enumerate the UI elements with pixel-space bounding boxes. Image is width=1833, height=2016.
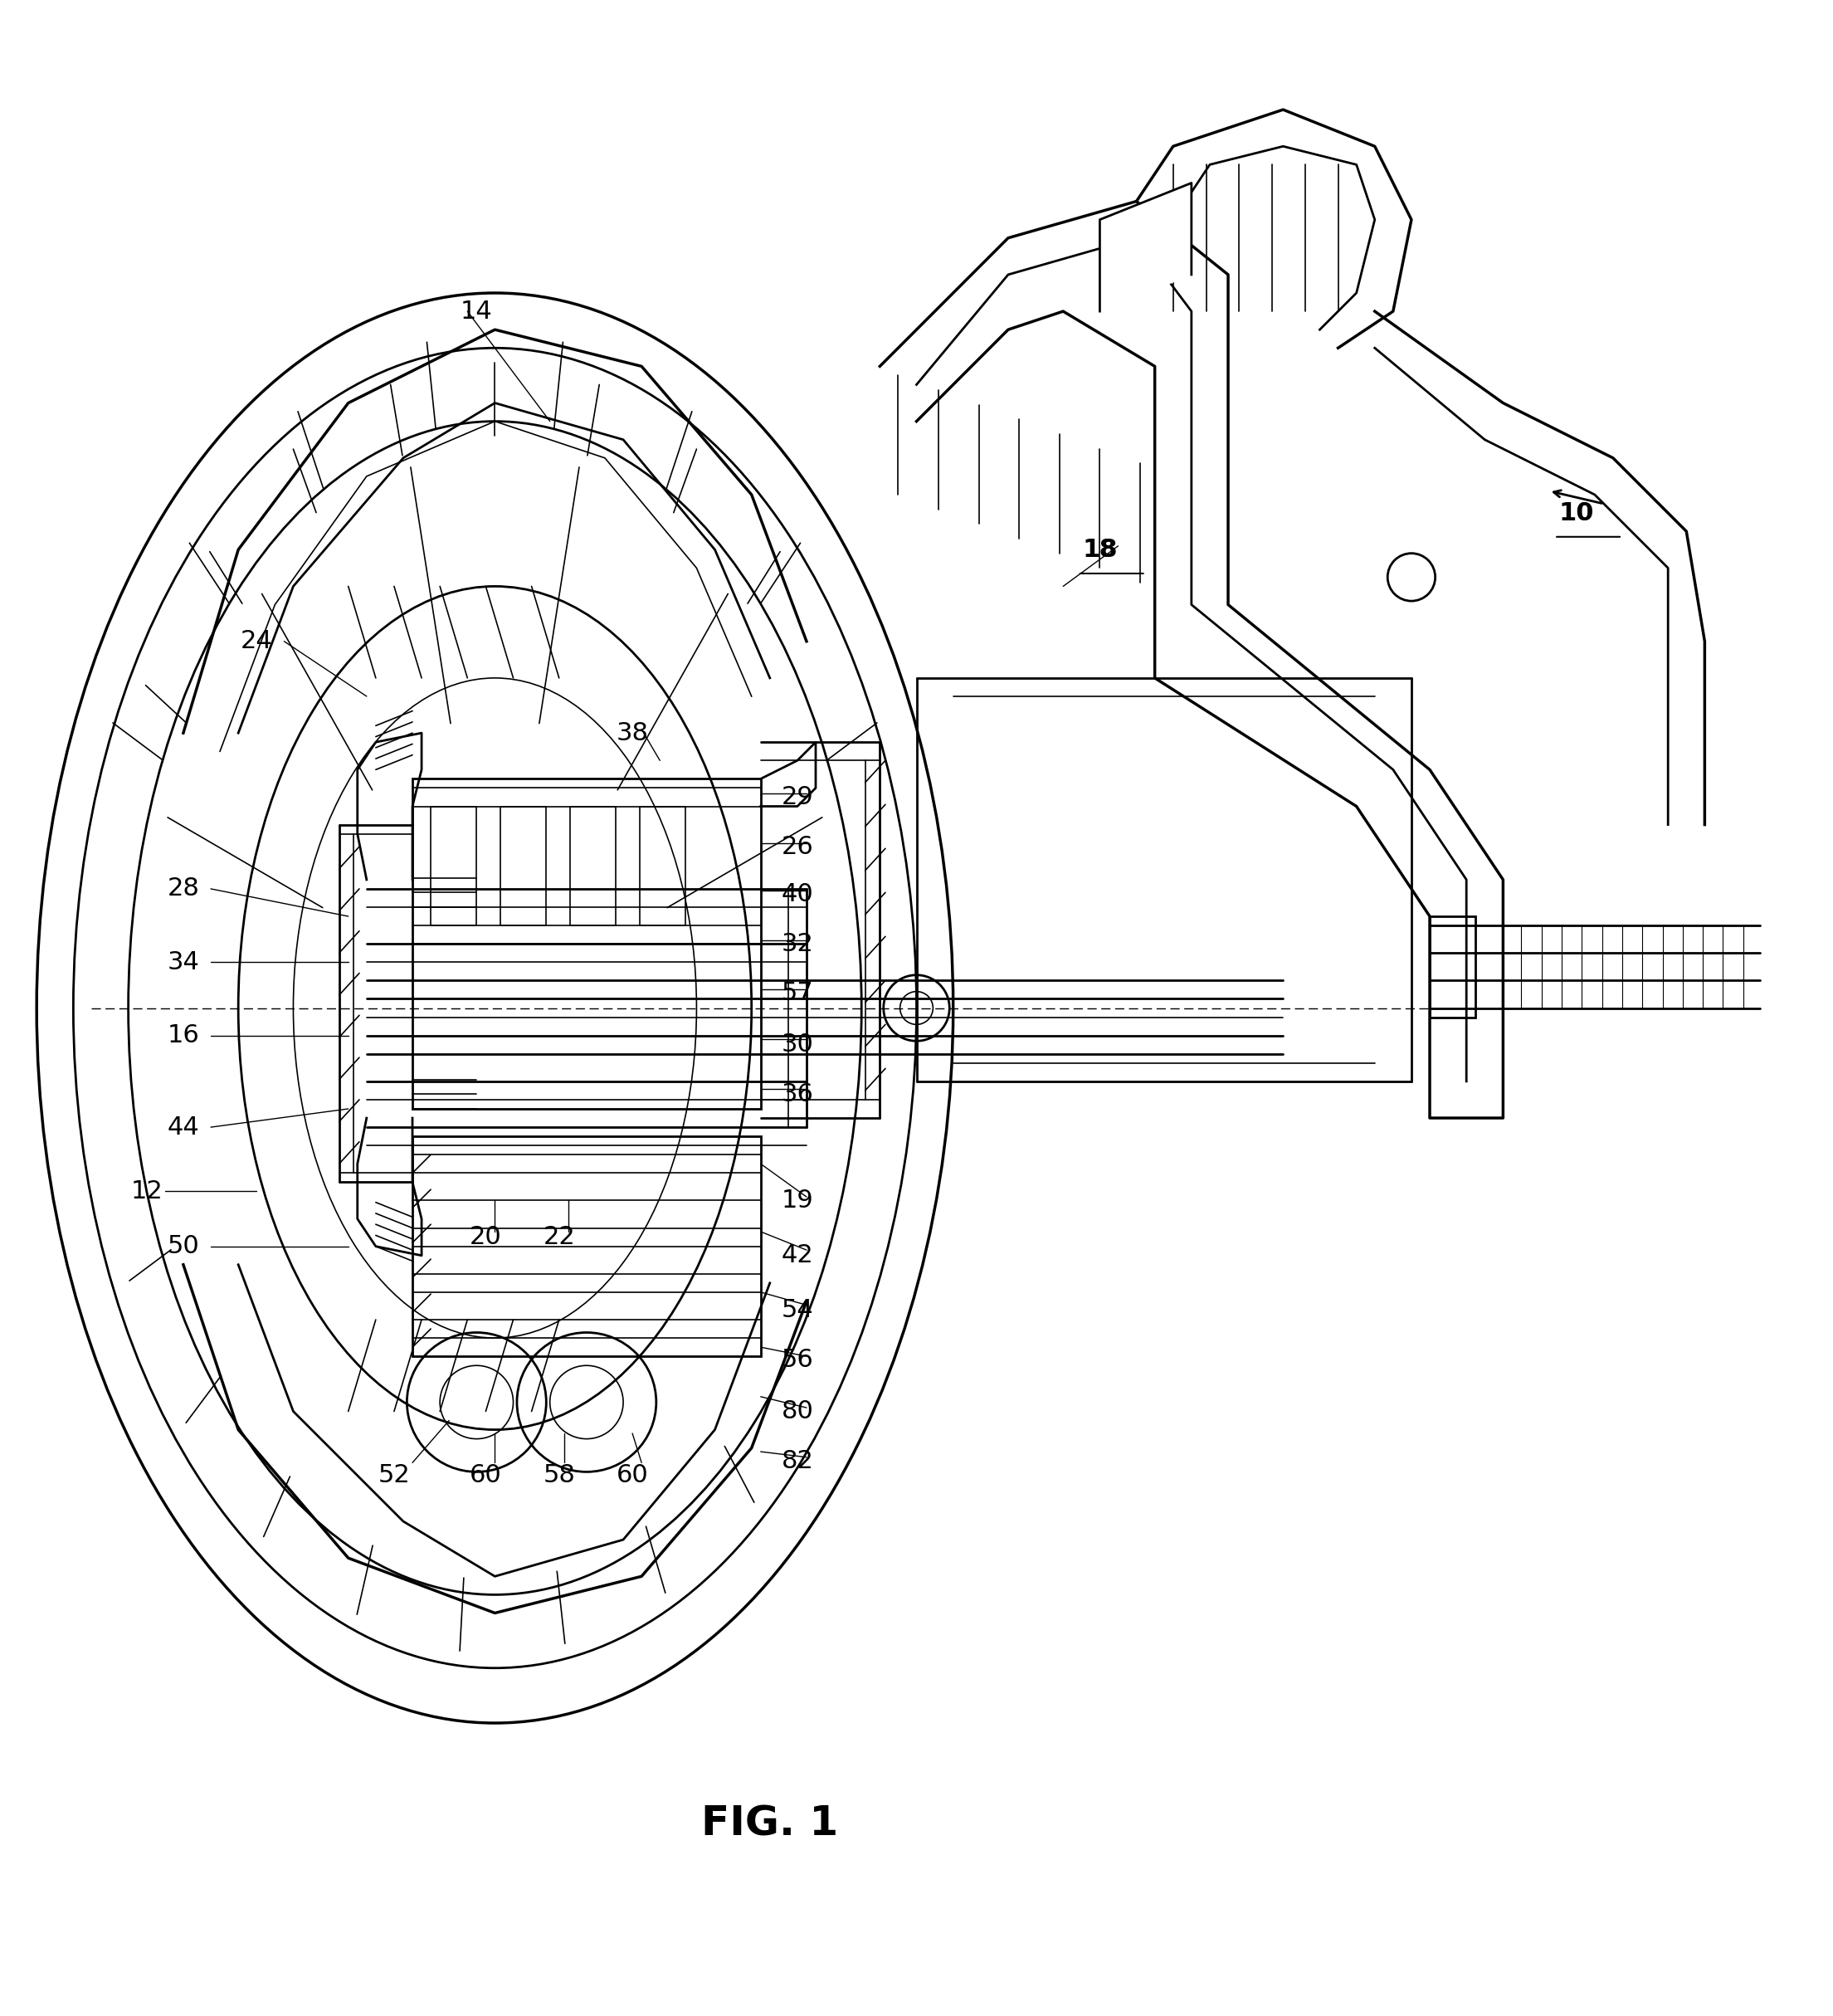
Bar [431,806,477,925]
Text: 26: 26 [781,835,814,859]
Bar [640,806,686,925]
Text: 28: 28 [167,877,200,901]
Text: 30: 30 [781,1032,814,1056]
Text: 10: 10 [1558,500,1595,524]
Text: 80: 80 [781,1399,814,1423]
Text: 60: 60 [469,1464,502,1488]
Bar [1430,917,1476,1018]
Text: 56: 56 [781,1349,814,1373]
Text: 38: 38 [616,722,649,746]
Text: 14: 14 [460,298,493,323]
Text: 34: 34 [167,950,200,974]
Text: FIG. 1: FIG. 1 [702,1804,838,1845]
Text: 52: 52 [378,1464,411,1488]
Text: 32: 32 [781,931,814,956]
Text: 42: 42 [781,1244,814,1268]
Text: 58: 58 [543,1464,576,1488]
Polygon shape [1100,183,1191,310]
Text: 12: 12 [130,1179,163,1204]
Text: 40: 40 [781,883,814,907]
Text: 18: 18 [1083,538,1116,562]
Text: 36: 36 [781,1083,814,1107]
Bar [500,806,546,925]
Text: 24: 24 [240,629,273,653]
Text: 60: 60 [616,1464,649,1488]
Text: 16: 16 [167,1024,200,1048]
Text: 22: 22 [543,1226,576,1250]
Bar [570,806,616,925]
Text: 20: 20 [469,1226,502,1250]
Text: 54: 54 [781,1298,814,1322]
Text: 50: 50 [167,1234,200,1258]
Text: 19: 19 [781,1189,814,1212]
Text: 10: 10 [1560,500,1593,524]
Text: 82: 82 [781,1450,814,1474]
Text: 18: 18 [1081,538,1118,562]
Text: 29: 29 [781,784,814,808]
Text: 44: 44 [167,1115,200,1139]
Text: 57: 57 [781,982,814,1006]
